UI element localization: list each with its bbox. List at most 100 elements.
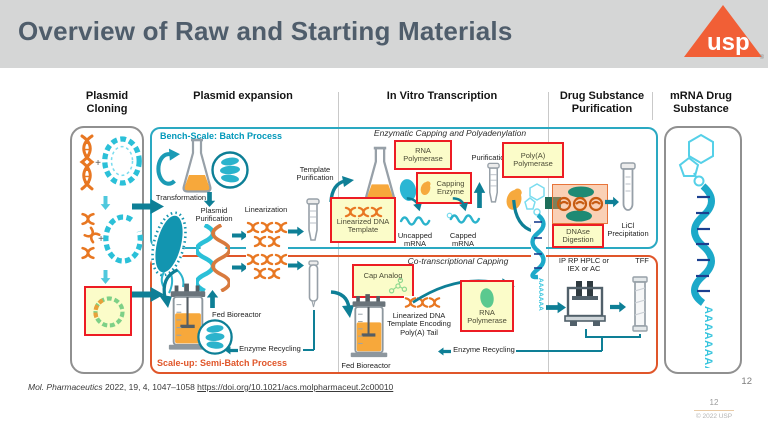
plasmid-coil-icon: [196, 224, 230, 292]
page-title: Overview of Raw and Starting Materials: [18, 16, 513, 46]
dna-helix-icon: [246, 253, 260, 266]
bioreactor-icon: [166, 282, 210, 354]
curved-arrow-icon: [328, 288, 354, 318]
dnase-digestion-highlight: DNAse Digestion: [552, 224, 604, 248]
bioreactor-icon: [348, 294, 390, 360]
dna-helix-icon: [267, 267, 281, 280]
recycling-line: [601, 337, 603, 351]
dna-helix-icon: [267, 235, 281, 248]
recycling-line: [585, 329, 587, 337]
svg-text:AAAAAAAA: AAAAAAAA: [702, 306, 714, 368]
licl-precipitation-label: LiCl Precipitation: [607, 221, 649, 239]
rna-polymerase-highlight: RNA Polymerase: [394, 140, 452, 170]
template-purification-label: Template Purification: [296, 165, 334, 183]
citation-link[interactable]: https://doi.org/10.1021/acs.molpharmaceu…: [197, 382, 394, 392]
dna-helix-icon: [260, 253, 274, 266]
dna-row: [344, 206, 383, 218]
plus-sign: +: [95, 158, 101, 169]
up-arrow-icon: [473, 182, 486, 208]
bench-scale-box: [150, 127, 658, 249]
right-arrow-icon: [232, 230, 248, 241]
linear-dna-group: [404, 296, 442, 310]
bench-scale-label: Bench-Scale: Batch Process: [160, 131, 283, 141]
enzyme-blob-icon: [419, 178, 432, 198]
mrna-strand-icon: AAAAAAAA: [672, 130, 732, 368]
bacteria-icon: [150, 208, 190, 296]
citation-ref: 2022, 19, 4, 1047–1058: [102, 382, 198, 392]
dna-fragment-icon: [80, 246, 96, 260]
registered-mark: ®: [759, 55, 764, 61]
dna-fragment-icon: [80, 212, 96, 226]
dna-helix-icon: [246, 221, 260, 234]
copyright: © 2022 USP: [695, 413, 733, 420]
column-mrna-drug-substance: mRNA Drug Substance: [670, 90, 732, 115]
mrna-wave-icon: [398, 214, 434, 228]
recycling-line: [516, 350, 602, 352]
citation-journal: Mol. Pharmaceutics: [28, 382, 103, 392]
bacteria-magnifier-icon: [210, 150, 250, 190]
column-divider: [548, 92, 549, 372]
right-arrow-icon: [546, 301, 566, 314]
mrna-strand-icon: AAAAAAA: [522, 182, 554, 312]
rna-polymerase-2-highlight: RNA Polymerase: [460, 280, 514, 332]
polya-polymerase-label: Poly(A) Polymerase: [513, 150, 553, 168]
uncapped-mrna-label: Uncapped mRNA: [397, 231, 433, 249]
right-arrow-icon: [545, 197, 561, 209]
down-arrow-icon: [100, 270, 111, 284]
co-transcriptional-title: Co-transcriptional Capping: [407, 256, 509, 266]
test-tube-icon: [619, 162, 637, 218]
flask-icon: [180, 138, 214, 194]
dna-helix-icon: [78, 134, 96, 192]
cap-analog-label: Cap Analog: [363, 270, 403, 280]
capped-mrna-label: Capped mRNA: [449, 231, 477, 249]
curved-arrow-icon: [450, 196, 470, 212]
transformation-label: Transformation: [155, 193, 207, 202]
footer-divider: [694, 410, 734, 411]
footer-page-number: 12: [709, 398, 719, 407]
plasmid-purification-label: Plasmid Purification: [195, 206, 233, 224]
right-arrow-icon: [610, 301, 626, 313]
up-arrow-icon: [206, 290, 219, 308]
svg-text:usp: usp: [707, 29, 750, 56]
right-arrow-icon: [288, 226, 304, 237]
dna-helix-icon: [357, 206, 370, 218]
recycling-line: [303, 349, 314, 351]
spin-column-icon: [305, 198, 321, 244]
mrna-drug-substance-box: [664, 126, 742, 374]
scale-up-box: [150, 255, 658, 374]
header-bar: [0, 0, 768, 68]
hplc-icon: [562, 280, 608, 328]
rna-polymerase-2-label: RNA Polymerase: [467, 307, 507, 325]
spin-column-icon: [486, 162, 501, 206]
enzymatic-capping-title: Enzymatic Capping and Polyadenylation: [373, 128, 527, 138]
column-plasmid-cloning: Plasmid Cloning: [85, 90, 129, 115]
rna-polymerase-label: RNA Polymerase: [403, 145, 443, 163]
linearized-dna-template-label: Linearized DNA Template: [336, 216, 390, 234]
dna-helix-icon: [260, 221, 274, 234]
capped-mrna-wave-icon: [444, 212, 484, 226]
down-arrow-icon: [100, 196, 111, 210]
recombinant-plasmid-icon: [91, 292, 127, 332]
citation: Mol. Pharmaceutics 2022, 19, 4, 1047–105…: [28, 382, 393, 392]
right-arrow-icon: [605, 196, 619, 208]
hplc-label: IP RP HPLC or IEX or AC: [558, 256, 610, 274]
enzyme-blob-icon: [479, 287, 495, 309]
dnase-scene-icon: [554, 186, 606, 222]
polya-polymerase-highlight: Poly(A) Polymerase: [502, 142, 564, 178]
tff-column-icon: [630, 274, 650, 334]
enzyme-recycling-label: Enzyme Recycling: [239, 344, 301, 353]
enzyme-recycling-label: Enzyme Recycling: [453, 345, 515, 354]
dnase-digestion-label: DNAse Digestion: [562, 226, 594, 244]
down-arrow-icon: [203, 192, 216, 207]
cycle-arrow-icon: [156, 146, 180, 190]
dna-fragment-icon: [81, 224, 102, 245]
plasmid-open-icon: [100, 212, 144, 268]
dna-helix-icon: [370, 206, 383, 218]
column-drug-substance-purification: Drug Substance Purification: [559, 90, 645, 115]
slide-number: 12: [741, 376, 752, 387]
usp-triangle-icon: usp: [684, 5, 762, 57]
recycling-line: [313, 310, 315, 350]
column-plasmid-expansion: Plasmid expansion: [193, 90, 293, 102]
recycling-line: [639, 334, 641, 337]
